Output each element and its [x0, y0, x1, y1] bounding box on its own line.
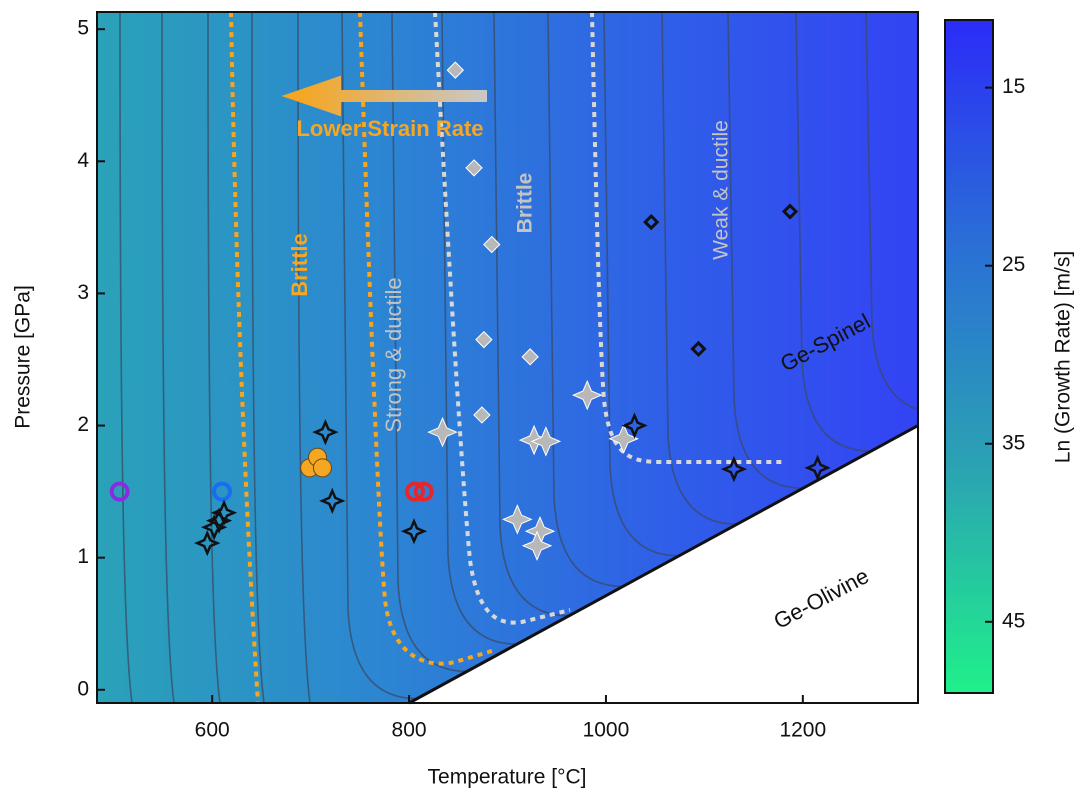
point	[720, 455, 748, 483]
point	[465, 159, 483, 177]
point	[109, 481, 130, 502]
y-tick-label: 3	[77, 281, 89, 304]
point	[521, 530, 553, 562]
point	[210, 499, 238, 526]
contour	[795, 12, 872, 452]
point	[446, 61, 465, 79]
contour	[391, 12, 468, 673]
contour	[297, 12, 311, 703]
x-tick-label: 600	[195, 719, 230, 742]
x-tick-label: 1200	[779, 719, 826, 742]
point	[194, 529, 221, 557]
contour	[441, 12, 518, 645]
y-tick-label: 1	[77, 545, 89, 568]
point	[571, 379, 603, 411]
x-tick-label: 1000	[583, 719, 630, 742]
point	[400, 518, 428, 545]
colorbar-title: Ln (Growth Rate) [m/s]	[1052, 251, 1075, 463]
colorbar-tick-label: 15	[1002, 75, 1025, 98]
transition-lines	[229, 12, 785, 703]
colorbar-tick-label: 35	[1002, 431, 1025, 454]
point	[427, 416, 458, 448]
y-tick-label: 2	[77, 413, 89, 436]
transition-line	[229, 12, 260, 703]
contour	[251, 12, 265, 703]
point	[521, 348, 539, 366]
x-tick-label: 800	[392, 719, 427, 742]
contour	[661, 12, 738, 526]
point	[404, 481, 425, 502]
contour	[547, 12, 624, 588]
annotation: Strong & ductile	[381, 277, 406, 432]
y-tick-label: 4	[77, 149, 89, 172]
point	[608, 423, 639, 455]
strain-arrow	[281, 75, 487, 117]
plot-frame	[96, 11, 919, 704]
point	[804, 454, 831, 481]
y-axis-title: Pressure [GPa]	[12, 285, 35, 429]
point	[200, 514, 228, 541]
annotation: Brittle	[287, 233, 312, 297]
colorbar	[944, 19, 994, 694]
point	[530, 426, 562, 457]
contour	[865, 12, 918, 411]
annotation: Weak & ductile	[710, 120, 733, 260]
point	[212, 481, 233, 502]
point	[413, 481, 434, 502]
point	[312, 458, 332, 478]
annotation: Brittle	[514, 173, 537, 234]
x-axis-title: Temperature [°C]	[428, 766, 587, 789]
point	[473, 406, 491, 424]
y-tick-label: 5	[77, 17, 89, 40]
phase-boundary	[408, 424, 919, 705]
point	[319, 487, 346, 515]
transition-line	[433, 12, 571, 625]
contour	[603, 12, 680, 557]
point	[475, 330, 493, 349]
transition-line	[358, 12, 496, 666]
point	[643, 213, 660, 231]
contour	[119, 12, 133, 703]
annotation: Lower Strain Rate	[296, 116, 483, 141]
transition-line	[590, 12, 785, 464]
contour	[341, 12, 418, 700]
point	[690, 340, 707, 358]
colorbar-tick-label: 25	[1002, 253, 1025, 276]
point	[483, 235, 501, 254]
point	[781, 203, 799, 220]
point	[502, 504, 533, 535]
y-tick-label: 0	[77, 677, 89, 700]
contour	[161, 12, 175, 703]
point	[621, 412, 648, 439]
point	[312, 418, 339, 446]
colorbar-tick-label: 45	[1002, 609, 1025, 632]
